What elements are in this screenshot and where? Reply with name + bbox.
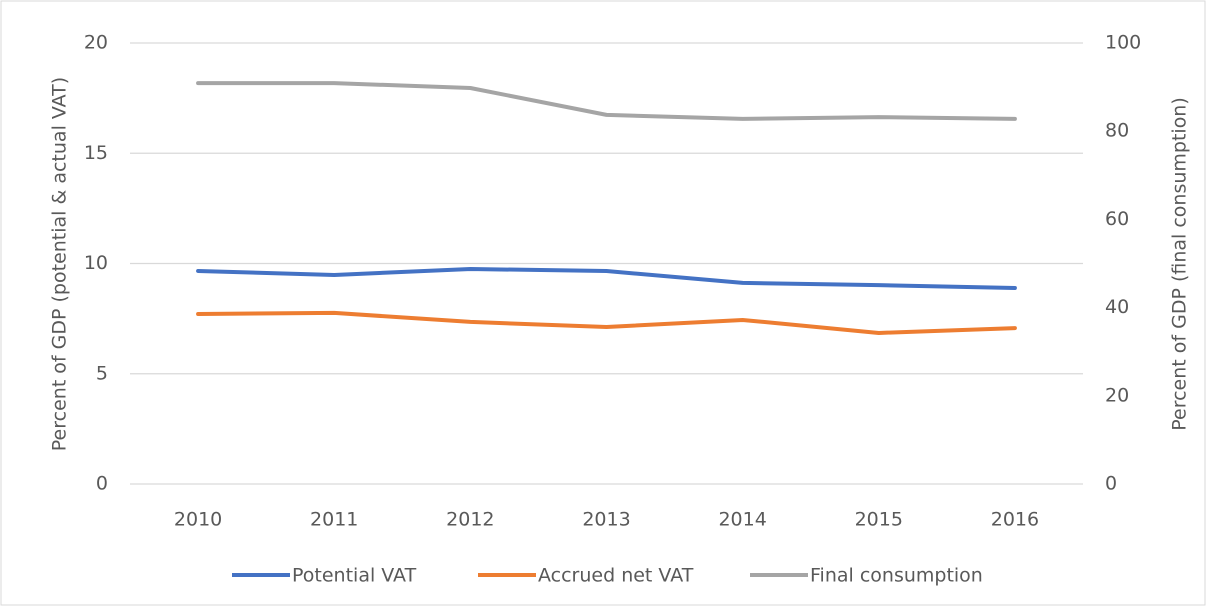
y2-tick-label: 20 [1105, 384, 1129, 406]
legend-label: Accrued net VAT [538, 565, 694, 587]
x-tick-label: 2012 [446, 509, 494, 531]
y-axis-label: Percent of GDP (potential & actual VAT) [49, 77, 71, 451]
y-tick-label: 15 [84, 142, 108, 164]
legend-label: Potential VAT [292, 565, 417, 587]
x-tick-label: 2016 [991, 509, 1039, 531]
y2-axis-label: Percent of GDP (final consumption) [1169, 97, 1191, 431]
y2-tick-label: 60 [1105, 208, 1129, 230]
legend-label: Final consumption [810, 565, 983, 587]
y2-tick-label: 80 [1105, 120, 1129, 142]
y-tick-label: 10 [84, 252, 108, 274]
y2-tick-label: 0 [1105, 473, 1117, 495]
x-tick-label: 2014 [718, 509, 766, 531]
data-line [196, 267, 1017, 290]
x-tick-label: 2011 [310, 509, 358, 531]
y-tick-label: 5 [96, 362, 108, 384]
y-tick-label: 0 [96, 473, 108, 495]
data-line [196, 81, 1017, 121]
x-tick-label: 2010 [174, 509, 222, 531]
x-tick-label: 2015 [855, 509, 903, 531]
x-tick-label: 2013 [582, 509, 630, 531]
y2-tick-label: 100 [1105, 32, 1141, 54]
data-line [196, 310, 1017, 335]
y-tick-label: 20 [84, 32, 108, 54]
y2-tick-label: 40 [1105, 296, 1129, 318]
